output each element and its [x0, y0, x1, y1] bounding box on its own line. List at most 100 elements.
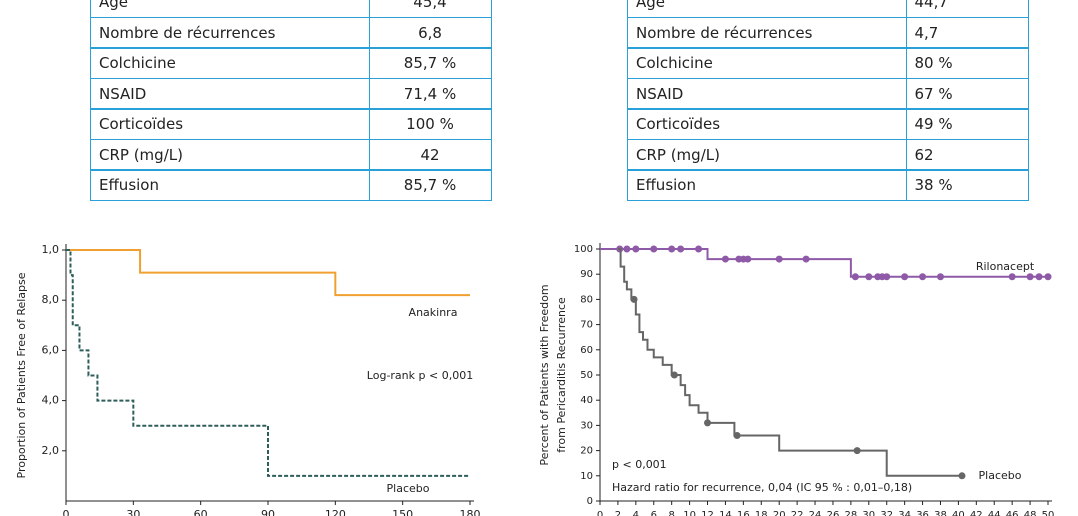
censor-marker — [802, 255, 810, 263]
table-cell: Colchicine — [90, 47, 370, 79]
table-row: Nombre de récurrences 4,7 — [627, 16, 1029, 49]
table-row: Age 44,7 — [627, 0, 1029, 18]
table-row: Effusion 38 % — [627, 169, 1029, 201]
censor-marker — [883, 273, 891, 281]
censor-marker — [744, 255, 752, 263]
table-cell: CRP (mg/L) — [90, 138, 370, 171]
x-tick-label: 0 — [597, 510, 603, 516]
x-tick-label: 60 — [194, 508, 208, 516]
x-tick-label: 30 — [862, 510, 875, 516]
table-row: NSAID 67 % — [627, 77, 1029, 110]
x-tick-label: 18 — [755, 510, 768, 516]
annotation: p < 0,001 — [612, 458, 667, 471]
x-tick-label: 46 — [1006, 510, 1019, 516]
y-tick-label: 60 — [580, 345, 593, 356]
table-cell: Age — [627, 0, 907, 18]
y-tick-label: 80 — [580, 294, 593, 305]
censor-marker — [1035, 273, 1043, 281]
x-tick-label: 0 — [63, 508, 70, 516]
table-cell: CRP (mg/L) — [627, 138, 907, 171]
censor-marker — [721, 255, 729, 263]
table-cell: 85,7 % — [368, 169, 492, 201]
table-cell: Colchicine — [627, 47, 907, 79]
x-tick-label: 48 — [1024, 510, 1037, 516]
x-tick-label: 26 — [827, 510, 840, 516]
y-axis-label: from Pericarditis Recurrence — [555, 297, 568, 453]
table-row: Corticoïdes 49 % — [627, 108, 1029, 140]
annotation: Log-rank p < 0,001 — [367, 369, 473, 382]
y-tick-label: 50 — [580, 370, 593, 381]
y-tick-label: 30 — [580, 420, 593, 431]
y-tick-label: 100 — [574, 244, 593, 255]
censor-marker — [853, 447, 861, 455]
table-cell: 67 % — [905, 77, 1029, 110]
censor-marker — [851, 273, 859, 281]
series-label: Placebo — [387, 482, 430, 495]
x-tick-label: 42 — [970, 510, 983, 516]
table-cell: 4,7 — [905, 16, 1029, 49]
y-tick-label: 8,0 — [42, 293, 60, 306]
x-tick-label: 32 — [880, 510, 893, 516]
censor-marker — [1044, 273, 1052, 281]
censor-marker — [865, 273, 873, 281]
x-tick-label: 50 — [1042, 510, 1055, 516]
x-tick-label: 12 — [701, 510, 714, 516]
censor-marker — [775, 255, 783, 263]
table-cell: 62 — [905, 138, 1029, 171]
table-cell: Corticoïdes — [627, 108, 907, 140]
table-row: Colchicine 80 % — [627, 47, 1029, 79]
x-tick-label: 4 — [633, 510, 639, 516]
censor-marker — [919, 273, 927, 281]
table-row: Colchicine 85,7 % — [90, 47, 492, 79]
table: Age 45,4 Nombre de récurrences 6,8 Colchicin… — [90, 0, 492, 201]
x-tick-label: 180 — [460, 508, 481, 516]
x-tick-label: 120 — [325, 508, 346, 516]
table-cell: NSAID — [627, 77, 907, 110]
series-line — [66, 249, 470, 477]
censor-marker — [1008, 273, 1016, 281]
y-tick-label: 20 — [580, 446, 593, 457]
x-tick-label: 40 — [952, 510, 965, 516]
table-row: Corticoïdes 100 % — [90, 108, 492, 140]
censor-marker — [733, 431, 741, 439]
censor-marker — [704, 419, 712, 427]
x-tick-label: 90 — [261, 508, 275, 516]
y-tick-label: 90 — [580, 269, 593, 280]
x-tick-label: 24 — [809, 510, 822, 516]
table-cell: 80 % — [905, 47, 1029, 79]
table-cell: 6,8 — [368, 16, 492, 49]
y-tick-label: 40 — [580, 395, 593, 406]
censor-marker — [901, 273, 909, 281]
y-tick-label: 70 — [580, 320, 593, 331]
x-tick-label: 34 — [898, 510, 911, 516]
y-axis-label: Percent of Patients with Freedom — [538, 284, 551, 465]
table-cell: Effusion — [90, 169, 370, 201]
series-label: Placebo — [979, 469, 1022, 482]
x-tick-label: 16 — [737, 510, 750, 516]
table-cell: 42 — [368, 138, 492, 171]
table-cell: 45,4 — [368, 0, 492, 18]
table-row: CRP (mg/L) 42 — [90, 138, 492, 171]
x-tick-label: 22 — [791, 510, 804, 516]
annotation: Hazard ratio for recurrence, 0,04 (IC 95… — [612, 481, 912, 494]
x-tick-label: 14 — [719, 510, 732, 516]
x-tick-label: 44 — [988, 510, 1001, 516]
censor-marker — [677, 245, 685, 253]
table-cell: Nombre de récurrences — [90, 16, 370, 49]
x-tick-label: 10 — [683, 510, 696, 516]
y-tick-label: 0 — [587, 496, 593, 507]
table-row: Nombre de récurrences 6,8 — [90, 16, 492, 49]
censor-marker — [668, 245, 676, 253]
table-cell: Age — [90, 0, 370, 18]
x-tick-label: 36 — [916, 510, 929, 516]
y-tick-label: 4,0 — [42, 394, 60, 407]
x-tick-label: 8 — [668, 510, 674, 516]
x-tick-label: 30 — [126, 508, 140, 516]
table-cell: 85,7 % — [368, 47, 492, 79]
table: Age 44,7 Nombre de récurrences 4,7 Colchicin… — [627, 0, 1029, 201]
series-label: Rilonacept — [976, 260, 1035, 273]
censor-marker — [632, 245, 640, 253]
table-cell: NSAID — [90, 77, 370, 110]
x-tick-label: 2 — [615, 510, 621, 516]
